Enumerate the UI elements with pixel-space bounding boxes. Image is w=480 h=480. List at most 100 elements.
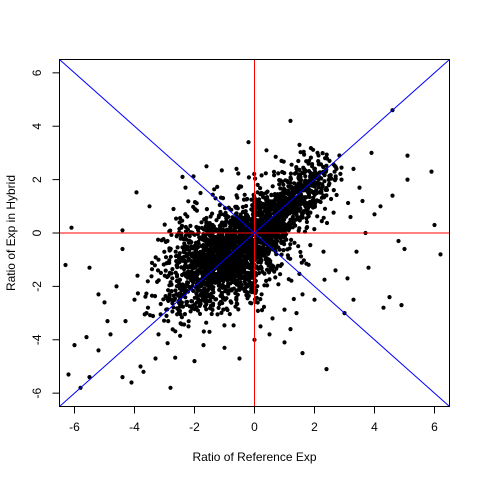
data-point xyxy=(276,171,281,176)
data-point xyxy=(214,218,219,223)
data-point xyxy=(258,297,263,302)
data-point xyxy=(201,253,206,258)
data-point xyxy=(214,229,219,234)
data-point xyxy=(210,211,215,216)
data-point xyxy=(241,197,247,202)
data-point xyxy=(132,297,137,302)
data-point xyxy=(221,307,226,312)
data-point xyxy=(182,288,187,293)
y-tick-label: 6 xyxy=(30,69,44,76)
data-point xyxy=(235,220,240,225)
data-point xyxy=(321,164,326,170)
data-point xyxy=(234,282,239,287)
data-point xyxy=(354,249,359,254)
data-point xyxy=(219,168,224,173)
data-point xyxy=(255,202,260,207)
data-point xyxy=(204,307,209,312)
data-point xyxy=(246,293,251,298)
data-point xyxy=(213,263,218,268)
data-point xyxy=(145,305,151,310)
data-point xyxy=(234,211,239,216)
data-point xyxy=(180,174,185,179)
data-point xyxy=(149,260,155,265)
data-point xyxy=(301,165,306,170)
data-point xyxy=(208,298,213,303)
data-point xyxy=(171,297,176,302)
data-point xyxy=(170,301,175,306)
data-point xyxy=(319,219,324,224)
data-point xyxy=(255,284,260,289)
data-point xyxy=(216,258,221,263)
data-point xyxy=(156,332,161,337)
data-point xyxy=(281,186,286,191)
data-point xyxy=(123,319,128,324)
data-point xyxy=(195,245,200,250)
data-point xyxy=(162,222,167,227)
data-point xyxy=(282,307,287,312)
data-point xyxy=(179,223,185,228)
data-point xyxy=(257,265,262,270)
data-point xyxy=(182,241,187,246)
data-point xyxy=(231,286,236,291)
data-point xyxy=(265,283,270,288)
data-point xyxy=(193,240,198,245)
data-point xyxy=(357,185,362,190)
data-points xyxy=(63,108,443,390)
data-point xyxy=(243,285,248,290)
data-point xyxy=(289,162,294,167)
data-point xyxy=(291,198,296,204)
data-point xyxy=(306,204,311,209)
data-point xyxy=(242,216,247,221)
data-point xyxy=(179,255,184,261)
data-point xyxy=(317,181,322,186)
data-point xyxy=(287,190,292,195)
data-point xyxy=(268,203,273,208)
data-point xyxy=(170,267,175,272)
data-point xyxy=(168,246,173,251)
data-point xyxy=(276,193,282,198)
data-point xyxy=(174,259,179,264)
y-axis-label: Ratio of Exp in Hybrid xyxy=(4,175,18,291)
data-point xyxy=(216,215,221,220)
x-axis-label: Ratio of Reference Exp xyxy=(192,450,316,464)
y-tick-label: -2 xyxy=(30,281,44,292)
data-point xyxy=(203,282,208,287)
data-point xyxy=(286,201,291,206)
data-point xyxy=(166,288,171,293)
data-point xyxy=(254,217,259,222)
x-tick-label: 0 xyxy=(251,420,258,434)
data-point xyxy=(267,332,272,337)
data-point xyxy=(269,193,274,198)
data-point xyxy=(260,227,265,233)
data-point xyxy=(259,192,264,197)
data-point xyxy=(165,238,170,244)
data-point xyxy=(294,212,299,218)
data-point xyxy=(167,292,172,297)
data-point xyxy=(197,303,202,308)
data-point xyxy=(96,348,101,353)
data-point xyxy=(328,173,333,178)
data-point xyxy=(283,195,288,200)
data-point xyxy=(183,295,188,300)
data-point xyxy=(396,238,401,244)
data-point xyxy=(264,226,269,231)
data-point xyxy=(175,265,180,270)
data-point xyxy=(210,307,215,312)
data-point xyxy=(155,268,161,273)
data-point xyxy=(319,176,324,181)
data-point xyxy=(288,171,293,176)
data-point xyxy=(108,332,113,337)
data-point xyxy=(300,215,305,220)
data-point xyxy=(316,162,321,167)
data-point xyxy=(227,312,232,317)
data-point xyxy=(300,292,305,297)
data-point xyxy=(322,173,327,178)
data-point xyxy=(296,216,302,221)
data-point xyxy=(231,253,236,258)
data-point xyxy=(198,190,203,196)
data-point xyxy=(238,250,243,255)
data-point xyxy=(319,186,324,191)
data-point xyxy=(165,341,170,346)
data-point xyxy=(291,296,296,302)
data-point xyxy=(240,268,245,273)
